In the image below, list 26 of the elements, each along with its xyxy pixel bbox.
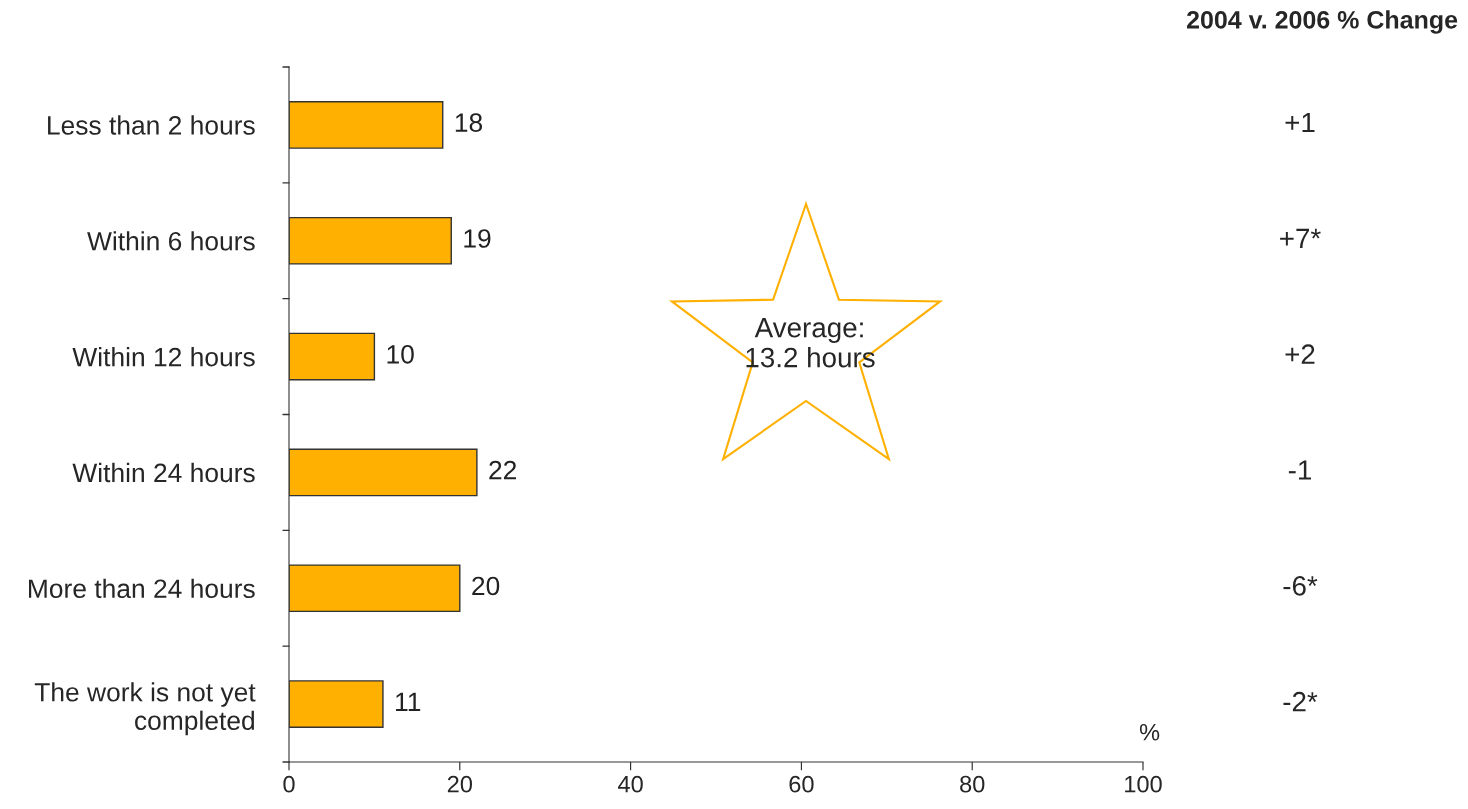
text: -2* [1283, 691, 1318, 712]
x-tick-label: 80 [960, 775, 985, 793]
text: -1 [1288, 460, 1311, 480]
data-label: 20 [472, 576, 500, 596]
data-label: 19 [464, 229, 491, 248]
text: +1 [1285, 112, 1315, 133]
x-tick-label: 60 [789, 775, 814, 793]
x-tick-label: 20 [447, 775, 473, 793]
data-label: 10 [387, 344, 414, 364]
text: +2 [1285, 344, 1315, 364]
data-label: 18 [455, 113, 483, 132]
y-tick-label: Less than 2 hours [48, 115, 255, 135]
text: 2004 v. 2006 % Change [1186, 10, 1458, 34]
data-label: 11 [396, 692, 421, 711]
y-tick-label: Within 12 hours [72, 347, 255, 367]
x-tick-label: 100 [1125, 775, 1162, 793]
x-tick-label: 40 [618, 775, 643, 793]
data-label: 22 [489, 460, 517, 480]
text: +7* [1280, 228, 1321, 248]
text: -6* [1283, 576, 1318, 596]
y-tick-label: Within 6 hours [87, 231, 255, 251]
y-tick-label: The work is not yet completed [34, 682, 256, 736]
x-axis-title: % [1139, 723, 1160, 741]
y-tick-label: Within 24 hours [72, 462, 255, 483]
x-tick-label: 0 [283, 775, 295, 793]
y-tick-label: More than 24 hours [29, 578, 255, 599]
